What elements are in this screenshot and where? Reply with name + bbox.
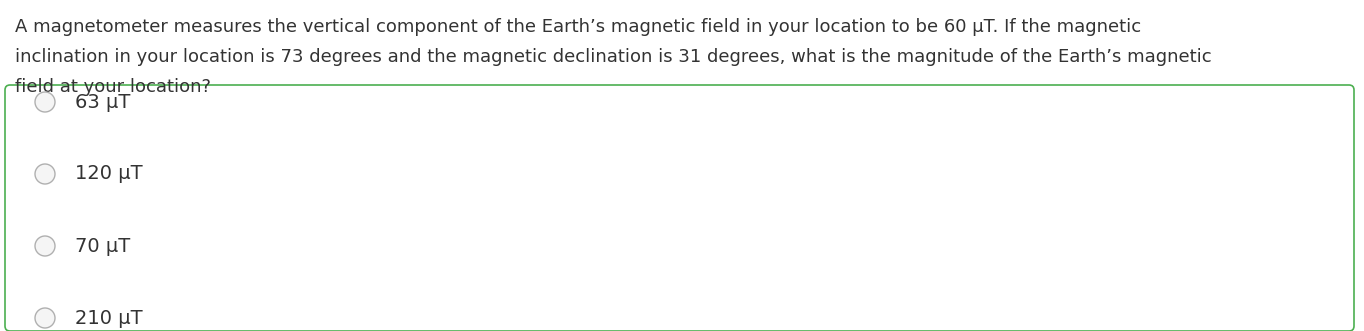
Circle shape	[35, 92, 55, 112]
Text: 210 μT: 210 μT	[75, 308, 143, 327]
Circle shape	[35, 164, 55, 184]
Circle shape	[35, 308, 55, 328]
Text: field at your location?: field at your location?	[15, 78, 211, 96]
Text: 70 μT: 70 μT	[75, 237, 130, 256]
Text: inclination in your location is 73 degrees and the magnetic declination is 31 de: inclination in your location is 73 degre…	[15, 48, 1211, 66]
Text: A magnetometer measures the vertical component of the Earth’s magnetic field in : A magnetometer measures the vertical com…	[15, 18, 1142, 36]
Circle shape	[35, 236, 55, 256]
FancyBboxPatch shape	[5, 85, 1354, 331]
Text: 120 μT: 120 μT	[75, 165, 143, 183]
Text: 63 μT: 63 μT	[75, 92, 131, 112]
